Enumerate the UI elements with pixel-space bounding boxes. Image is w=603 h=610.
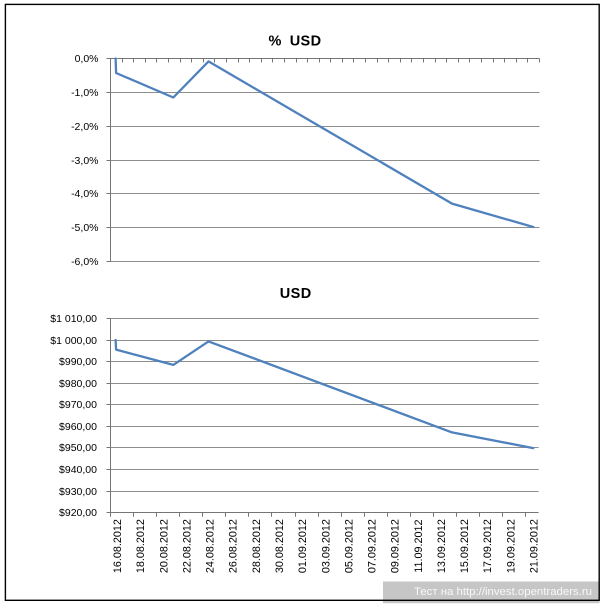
svg-text:26.08.2012: 26.08.2012 [228, 519, 240, 573]
svg-text:15.09.2012: 15.09.2012 [459, 519, 471, 573]
svg-text:28.08.2012: 28.08.2012 [251, 519, 263, 573]
svg-text:$1 010,00: $1 010,00 [50, 313, 97, 325]
svg-text:20.08.2012: 20.08.2012 [158, 519, 170, 573]
svg-text:$1 000,00: $1 000,00 [50, 335, 97, 347]
svg-text:-4,0%: -4,0% [71, 188, 98, 200]
svg-text:01.09.2012: 01.09.2012 [297, 519, 309, 573]
svg-text:$980,00: $980,00 [59, 378, 97, 390]
svg-text:03.09.2012: 03.09.2012 [320, 519, 332, 573]
svg-text:-6,0%: -6,0% [71, 256, 98, 268]
svg-text:$930,00: $930,00 [59, 486, 97, 498]
svg-text:22.08.2012: 22.08.2012 [181, 519, 193, 573]
svg-text:05.09.2012: 05.09.2012 [343, 519, 355, 573]
svg-text:30.08.2012: 30.08.2012 [274, 519, 286, 573]
svg-text:$940,00: $940,00 [59, 464, 97, 476]
svg-text:16.08.2012: 16.08.2012 [112, 519, 124, 573]
svg-text:19.09.2012: 19.09.2012 [505, 519, 517, 573]
svg-text:% USD: % USD [268, 33, 321, 49]
svg-text:$920,00: $920,00 [59, 507, 97, 519]
svg-text:17.09.2012: 17.09.2012 [482, 519, 494, 573]
svg-text:13.09.2012: 13.09.2012 [436, 519, 448, 573]
svg-text:$990,00: $990,00 [59, 356, 97, 368]
svg-text:USD: USD [280, 286, 312, 302]
svg-text:$960,00: $960,00 [59, 421, 97, 433]
svg-text:-2,0%: -2,0% [71, 121, 98, 133]
svg-text:09.09.2012: 09.09.2012 [390, 519, 402, 573]
svg-text:24.08.2012: 24.08.2012 [205, 519, 217, 573]
svg-text:18.08.2012: 18.08.2012 [135, 519, 147, 573]
svg-text:Тест на http://invest.opentrad: Тест на http://invest.opentraders.ru [414, 586, 592, 598]
svg-text:07.09.2012: 07.09.2012 [367, 519, 379, 573]
svg-text:$970,00: $970,00 [59, 399, 97, 411]
svg-text:11.09.2012: 11.09.2012 [413, 519, 425, 572]
svg-text:$950,00: $950,00 [59, 442, 97, 454]
svg-text:-1,0%: -1,0% [71, 87, 98, 99]
svg-text:21.09.2012: 21.09.2012 [529, 519, 541, 573]
svg-text:-3,0%: -3,0% [71, 155, 98, 167]
svg-text:0,0%: 0,0% [75, 53, 99, 65]
svg-text:-5,0%: -5,0% [71, 222, 98, 234]
